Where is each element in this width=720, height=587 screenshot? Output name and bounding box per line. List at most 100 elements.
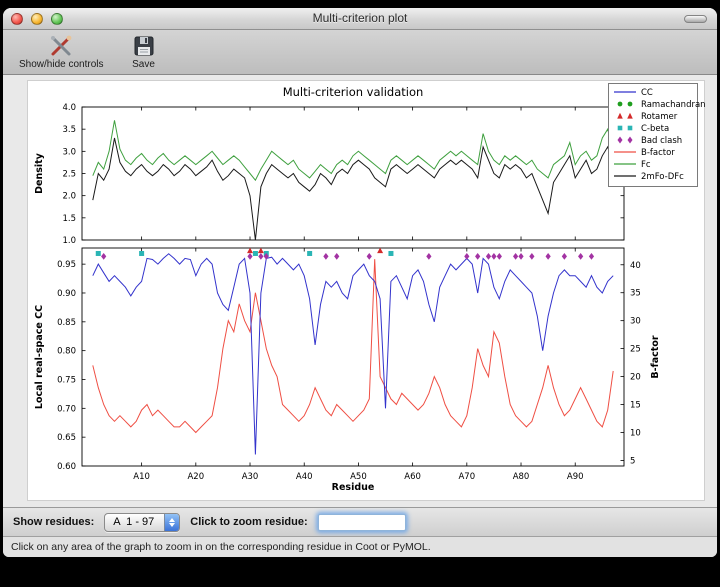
- marker-C-beta: [388, 250, 394, 256]
- save-button[interactable]: Save: [128, 33, 160, 71]
- plot-figure[interactable]: Multi-criterion validation 1.0 1.5 2.0 2.5 3.…: [27, 80, 706, 501]
- marker-Bad clash: [485, 252, 492, 260]
- marker-Bad clash: [491, 252, 497, 260]
- svg-text:4.0: 4.0: [62, 103, 76, 113]
- marker-Bad clash: [529, 252, 535, 260]
- chevron-down-icon: [169, 522, 176, 527]
- marker-Bad clash: [513, 252, 519, 260]
- marker-Rotamer: [257, 247, 264, 254]
- series-2mFo-DFc: [92, 137, 614, 241]
- marker-Bad clash: [366, 252, 372, 260]
- status-bar: Click on any area of the graph to zoom i…: [3, 536, 717, 557]
- legend-item: C-beta: [613, 123, 693, 135]
- marker-Bad clash: [464, 252, 470, 260]
- legend-item: Bad clash: [613, 135, 693, 147]
- legend-label: C-beta: [641, 124, 670, 134]
- left-axis-label: Local real-space CC: [34, 305, 45, 409]
- svg-text:0.85: 0.85: [57, 318, 76, 328]
- c-beta-legend-glyph-icon: [617, 125, 633, 131]
- svg-text:3.5: 3.5: [62, 125, 76, 135]
- svg-text:A80: A80: [513, 472, 530, 482]
- marker-C-beta: [139, 250, 145, 256]
- marker-Bad clash: [518, 252, 524, 260]
- legend-item: Ramachandran: [613, 99, 706, 111]
- toolbar-item-label: Show/hide controls: [19, 59, 104, 70]
- legend-label: CC: [641, 88, 653, 98]
- svg-text:40: 40: [630, 261, 641, 271]
- title-bar[interactable]: Multi-criterion plot: [3, 8, 717, 30]
- series-B-factor: [92, 259, 614, 434]
- zoom-window-button[interactable]: [51, 13, 63, 25]
- marker-Bad clash: [561, 252, 567, 260]
- svg-text:A40: A40: [296, 472, 313, 482]
- svg-text:2.5: 2.5: [62, 170, 76, 180]
- toolbar-item-label: Save: [132, 59, 155, 70]
- marker-C-beta: [252, 250, 258, 256]
- svg-text:A70: A70: [458, 472, 475, 482]
- zoom-residue-input[interactable]: [317, 513, 406, 531]
- control-bar: Show residues: A 1 - 97 Click to zoom re…: [3, 507, 717, 536]
- plot-legend: CC Ramachandran Rotamer C-beta Bad clash B-fa…: [608, 83, 706, 187]
- legend-label: Rotamer: [641, 112, 678, 122]
- svg-text:0.90: 0.90: [57, 289, 76, 299]
- marker-Bad clash: [588, 252, 595, 260]
- minimize-button[interactable]: [31, 13, 43, 25]
- window-title: Multi-criterion plot: [312, 11, 408, 25]
- svg-text:1.0: 1.0: [62, 236, 76, 246]
- legend-item: Rotamer: [613, 111, 693, 123]
- svg-text:0.95: 0.95: [57, 260, 76, 270]
- show-residues-label: Show residues:: [13, 516, 95, 528]
- marker-Bad clash: [247, 252, 253, 260]
- multi-criterion-plot[interactable]: Multi-criterion validation 1.0 1.5 2.0 2.5 3.…: [28, 81, 704, 500]
- popup-stepper-icon: [164, 513, 180, 531]
- legend-label: 2mFo-DFc: [641, 172, 684, 182]
- marker-Bad clash: [496, 252, 502, 260]
- series-CC: [92, 253, 614, 455]
- status-text: Click on any area of the graph to zoom i…: [11, 541, 431, 553]
- svg-text:1.5: 1.5: [62, 214, 76, 224]
- svg-text:5: 5: [630, 456, 635, 466]
- right-axis-label: B-factor: [650, 335, 661, 378]
- x-axis-label: Residue: [332, 482, 375, 493]
- toolbar: Show/hide controls Save: [3, 30, 717, 75]
- marker-Bad clash: [545, 252, 551, 260]
- svg-text:20: 20: [630, 373, 641, 383]
- marker-C-beta: [95, 250, 101, 256]
- svg-text:3.0: 3.0: [62, 147, 76, 157]
- svg-text:A30: A30: [242, 472, 259, 482]
- svg-text:A60: A60: [404, 472, 421, 482]
- zoom-residue-label: Click to zoom residue:: [190, 516, 308, 528]
- legend-item: B-factor: [613, 147, 693, 159]
- svg-text:25: 25: [630, 345, 641, 355]
- svg-text:0.70: 0.70: [57, 404, 76, 414]
- toolbar-toggle-button[interactable]: [684, 15, 707, 23]
- svg-text:A50: A50: [350, 472, 367, 482]
- chevron-up-icon: [169, 517, 176, 522]
- rotamer-legend-glyph-icon: [617, 112, 633, 119]
- svg-text:15: 15: [630, 401, 641, 411]
- tools-icon: [51, 35, 72, 56]
- marker-Rotamer: [377, 247, 384, 254]
- svg-text:A20: A20: [187, 472, 204, 482]
- marker-Bad clash: [334, 252, 340, 260]
- fc-legend-glyph-icon: [614, 163, 636, 165]
- marker-Bad clash: [475, 252, 481, 260]
- residue-range-select[interactable]: A 1 - 97: [104, 512, 181, 532]
- legend-label: Fc: [641, 160, 651, 170]
- residue-range-value: A 1 - 97: [113, 516, 155, 528]
- svg-text:10: 10: [630, 428, 641, 438]
- marker-Bad clash: [426, 252, 432, 260]
- legend-item: CC: [613, 87, 693, 99]
- chart-title: Multi-criterion validation: [283, 85, 424, 99]
- legend-label: Bad clash: [641, 136, 683, 146]
- marker-C-beta: [307, 250, 313, 256]
- close-button[interactable]: [11, 13, 23, 25]
- 2mfo-dfc-legend-glyph-icon: [614, 175, 636, 177]
- svg-text:0.60: 0.60: [57, 462, 76, 472]
- svg-text:0.80: 0.80: [57, 347, 76, 357]
- plot-canvas-area: Multi-criterion validation 1.0 1.5 2.0 2.5 3.…: [3, 75, 717, 507]
- svg-text:A90: A90: [567, 472, 584, 482]
- app-window: Multi-criterion plot Show/hide controls …: [3, 8, 717, 557]
- marker-Bad clash: [578, 252, 584, 260]
- show-hide-controls-button[interactable]: Show/hide controls: [15, 33, 108, 71]
